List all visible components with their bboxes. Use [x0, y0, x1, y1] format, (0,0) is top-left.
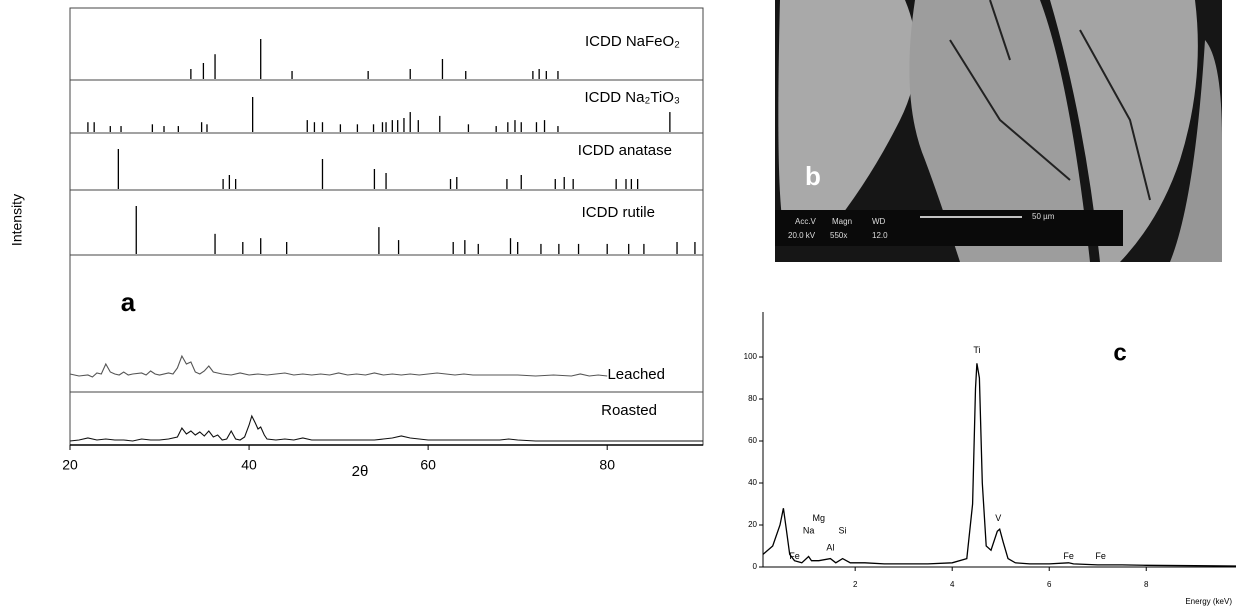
series-label: Leached — [607, 366, 665, 383]
peak-label: Na — [803, 526, 815, 536]
x-tick-label: 2 — [853, 580, 858, 589]
peak-label: Fe — [789, 551, 800, 561]
series-label: ICDD anatase — [578, 142, 672, 159]
x-tick-label: 8 — [1144, 580, 1149, 589]
pattern-line — [69, 354, 608, 378]
x-tick-label: 20 — [62, 457, 78, 473]
x-tick-label: 6 — [1047, 580, 1052, 589]
peak-label: Fe — [1095, 551, 1106, 561]
peak-label: Al — [826, 542, 834, 552]
series-label: ICDD Na₂TiO₃ — [584, 89, 680, 106]
sem-crack — [949, 0, 1151, 201]
sem-text: 550x — [830, 231, 847, 240]
y-tick-label: 40 — [748, 478, 757, 487]
sem-text: Acc.V — [795, 217, 817, 226]
pattern-line — [69, 414, 703, 442]
sem-text: 20.0 kV — [788, 231, 816, 240]
spectrum-line — [762, 363, 1236, 567]
x-tick-label: 4 — [950, 580, 955, 589]
x-tick-label: 80 — [599, 457, 615, 473]
peak-label: V — [995, 513, 1001, 523]
sem-text: Magn — [832, 217, 852, 226]
series-label: ICDD rutile — [582, 204, 655, 221]
x-tick-label: 40 — [241, 457, 257, 473]
y-tick-label: 100 — [744, 352, 758, 361]
y-tick-label: 80 — [748, 394, 757, 403]
y-tick-label: 20 — [748, 520, 757, 529]
sem-grain — [1170, 40, 1222, 262]
sem-grain — [778, 0, 917, 242]
panel-frame — [69, 189, 704, 256]
series-label: Roasted — [601, 402, 657, 419]
x-tick-label: 60 — [420, 457, 436, 473]
sem-text: WD — [872, 217, 886, 226]
peak-label: Mg — [813, 513, 826, 523]
x-axis-label: Energy (keV) — [1185, 597, 1232, 606]
panel-label: a — [121, 287, 136, 317]
peak-label: Fe — [1063, 551, 1074, 561]
sem-text: 12.0 — [872, 231, 888, 240]
panel-label: b — [805, 161, 821, 191]
scale-bar-box — [775, 210, 1123, 246]
peak-label: Ti — [973, 345, 980, 355]
peak-label: Si — [839, 526, 847, 536]
y-tick-label: 60 — [748, 436, 757, 445]
y-axis-label: Intensity — [9, 194, 25, 246]
x-axis-label: 2θ — [352, 463, 369, 480]
sem-grain — [1050, 0, 1198, 262]
panel-label: c — [1113, 339, 1126, 366]
y-tick-label: 0 — [753, 562, 758, 571]
series-label: ICDD NaFeO₂ — [585, 33, 680, 50]
sem-grain — [909, 0, 1090, 262]
sem-image: b Acc.V Magn WD 20.0 kV 550x 12.0 50 µm — [775, 0, 1222, 262]
sem-text: 50 µm — [1032, 212, 1055, 221]
